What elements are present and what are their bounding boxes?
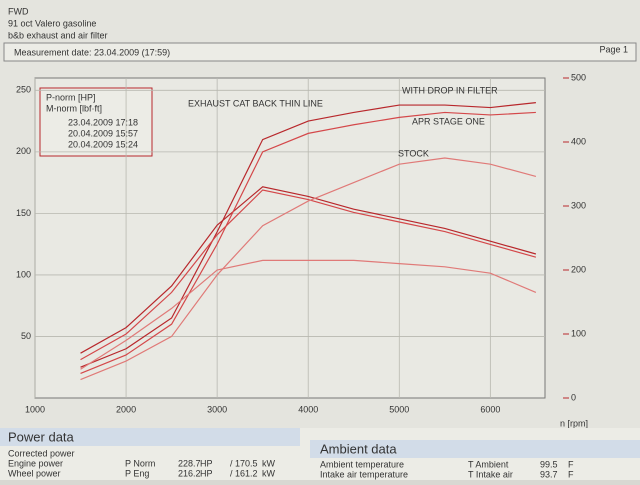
y-tick-label: 250 [16, 85, 31, 95]
ambient-cell: 93.7 [540, 469, 558, 479]
power-cell: / 161.2 [230, 468, 258, 478]
x-tick-label: 3000 [207, 404, 227, 414]
ambient-title: Ambient data [320, 441, 397, 456]
ambient-cell: Ambient temperature [320, 459, 404, 469]
power-cell: / 170.5 [230, 458, 258, 468]
ambient-header [310, 440, 640, 458]
x-tick-label: 5000 [389, 404, 409, 414]
annotation: STOCK [398, 148, 429, 158]
torque-line [80, 186, 537, 354]
power-cell: HP [200, 468, 213, 478]
y-tick-label: 100 [16, 269, 31, 279]
annotation: APR STAGE ONE [412, 116, 485, 126]
x-tick-label: 6000 [480, 404, 500, 414]
y2-tick-label: 400 [571, 136, 586, 146]
x-tick-label: 2000 [116, 404, 136, 414]
x-tick-label: 1000 [25, 404, 45, 414]
y2-tick-label: 0 [571, 392, 576, 402]
ambient-cell: 99.5 [540, 459, 558, 469]
power-cell: P Norm [125, 458, 155, 468]
ambient-cell: Intake air temperature [320, 469, 408, 479]
power-line [80, 102, 536, 368]
annotation: EXHAUST CAT BACK THIN LINE [188, 98, 323, 108]
ambient-cell: T Intake air [468, 469, 513, 479]
power-cell: Engine power [8, 458, 63, 468]
measurement-bar [3, 42, 637, 62]
torque-line [80, 189, 537, 361]
power-cell: Corrected power [8, 448, 75, 458]
header-line: b&b exhaust and air filter [8, 30, 108, 40]
power-cell: kW [262, 468, 276, 478]
power-cell: 216.2 [178, 468, 201, 478]
ambient-cell: T Ambient [468, 459, 509, 469]
legend-entry: 23.04.2009 17:18 [68, 117, 138, 127]
x-tick-label: 4000 [298, 404, 318, 414]
power-line [80, 157, 537, 381]
legend [39, 87, 153, 157]
power-cell: Wheel power [8, 468, 61, 478]
y2-tick-label: 500 [571, 72, 586, 82]
legend-entry: 20.04.2009 15:57 [68, 128, 138, 138]
measurement-date: Measurement date: 23.04.2009 (17:59) [14, 47, 170, 57]
header-line: FWD [8, 6, 29, 16]
page-number: Page 1 [599, 44, 628, 54]
header-line: 91 oct Valero gasoline [8, 18, 96, 28]
y2-tick-label: 100 [571, 328, 586, 338]
annotation: WITH DROP IN FILTER [402, 85, 498, 95]
torque-line [80, 259, 537, 370]
y-tick-label: 200 [16, 146, 31, 156]
power-line [80, 111, 536, 374]
y-tick-label: 50 [21, 331, 31, 341]
power-cell: P Eng [125, 468, 149, 478]
power-cell: kW [262, 458, 276, 468]
power-cell: HP [200, 458, 213, 468]
y2-tick-label: 300 [571, 200, 586, 210]
power-cell: 228.7 [178, 458, 201, 468]
power-title: Power data [8, 429, 75, 444]
y2-tick-label: 200 [571, 264, 586, 274]
legend-quantity: P-norm [HP] [46, 92, 96, 102]
ambient-cell: F [568, 469, 574, 479]
legend-entry: 20.04.2009 15:24 [68, 139, 138, 149]
legend-quantity: M-norm [lbf·ft] [46, 103, 102, 113]
x-axis-label: n [rpm] [560, 418, 588, 428]
y-tick-label: 150 [16, 208, 31, 218]
power-header [0, 428, 300, 446]
ambient-cell: F [568, 459, 574, 469]
